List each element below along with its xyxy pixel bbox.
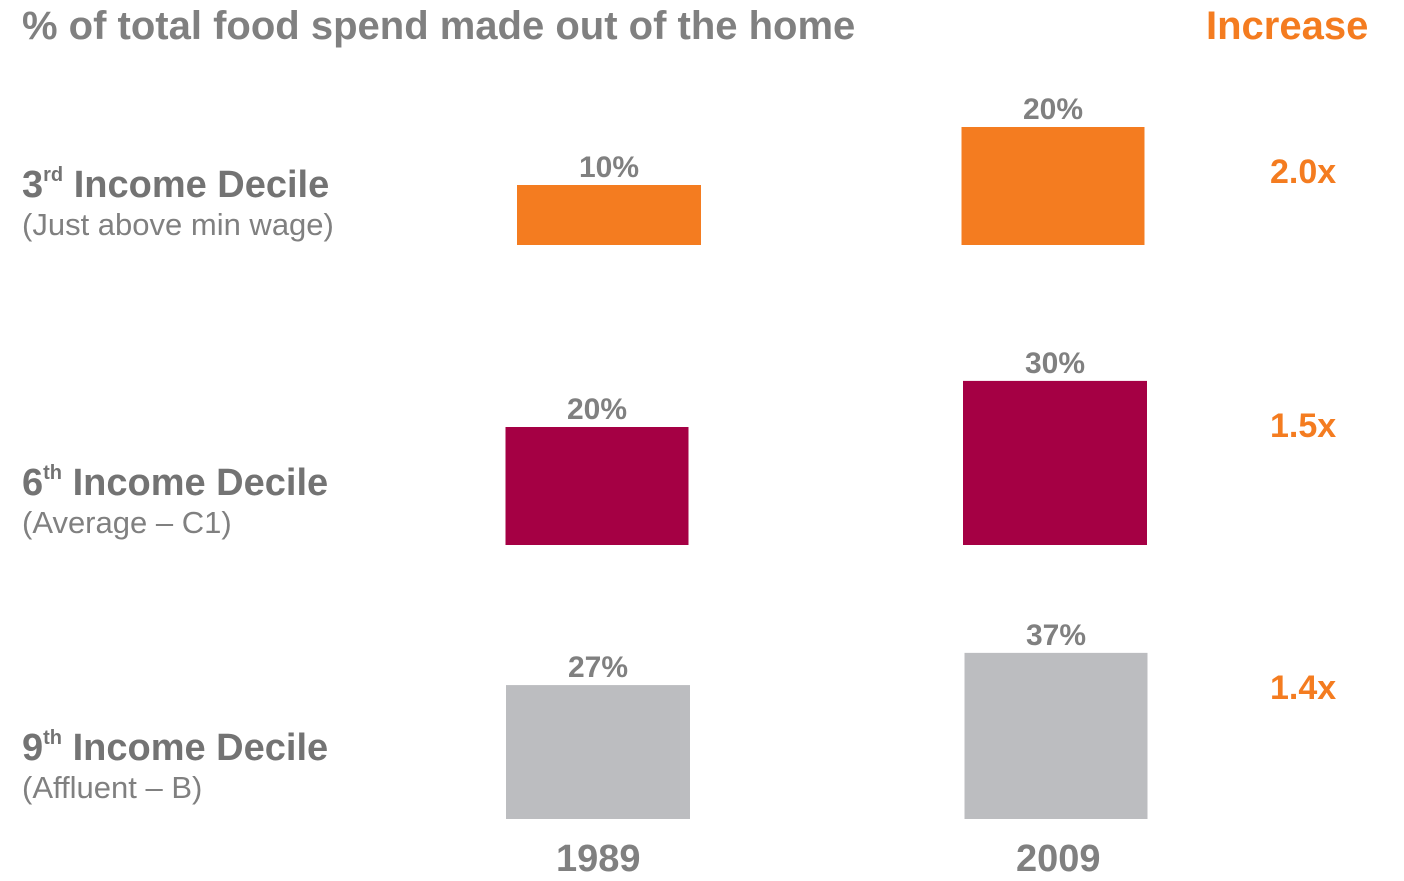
bar-2-2009	[963, 380, 1147, 545]
row-label-9th-decile: 9th Income Decile (Affluent – B)	[22, 726, 328, 806]
bar-2-1989	[505, 427, 689, 545]
increase-value-6th: 1.5x	[1270, 407, 1337, 445]
bar-1-1989	[517, 185, 701, 245]
row-name: 3rd Income Decile	[22, 164, 330, 206]
row-label-3rd-decile: 3rd Income Decile (Just above min wage)	[22, 163, 334, 243]
row-label-6th-decile: 6th Income Decile (Average – C1)	[22, 461, 328, 541]
row-name: 9th Income Decile	[22, 727, 329, 769]
bar-1-2009	[961, 127, 1145, 245]
row-name: 6th Income Decile	[22, 462, 329, 504]
row-subtitle: (Average – C1)	[22, 505, 232, 540]
increase-value-9th: 1.4x	[1270, 669, 1337, 707]
data-label-1-1989: 10%	[579, 151, 639, 184]
bar-3-1989	[506, 685, 690, 819]
data-label-1-2009: 20%	[1023, 93, 1083, 126]
row-subtitle: (Just above min wage)	[22, 207, 334, 242]
data-label-3-2009: 37%	[1026, 619, 1086, 652]
data-label-3-1989: 27%	[568, 651, 628, 684]
row-subtitle: (Affluent – B)	[22, 770, 203, 805]
increase-value-3rd: 2.0x	[1270, 153, 1337, 191]
increase-header: Increase	[1206, 4, 1369, 48]
year-label-1989: 1989	[556, 838, 641, 880]
year-label-2009: 2009	[1016, 838, 1101, 880]
data-label-2-2009: 30%	[1025, 347, 1085, 380]
bar-3-2009	[964, 652, 1148, 819]
chart-title: % of total food spend made out of the ho…	[22, 4, 856, 48]
data-label-2-1989: 20%	[567, 393, 627, 426]
